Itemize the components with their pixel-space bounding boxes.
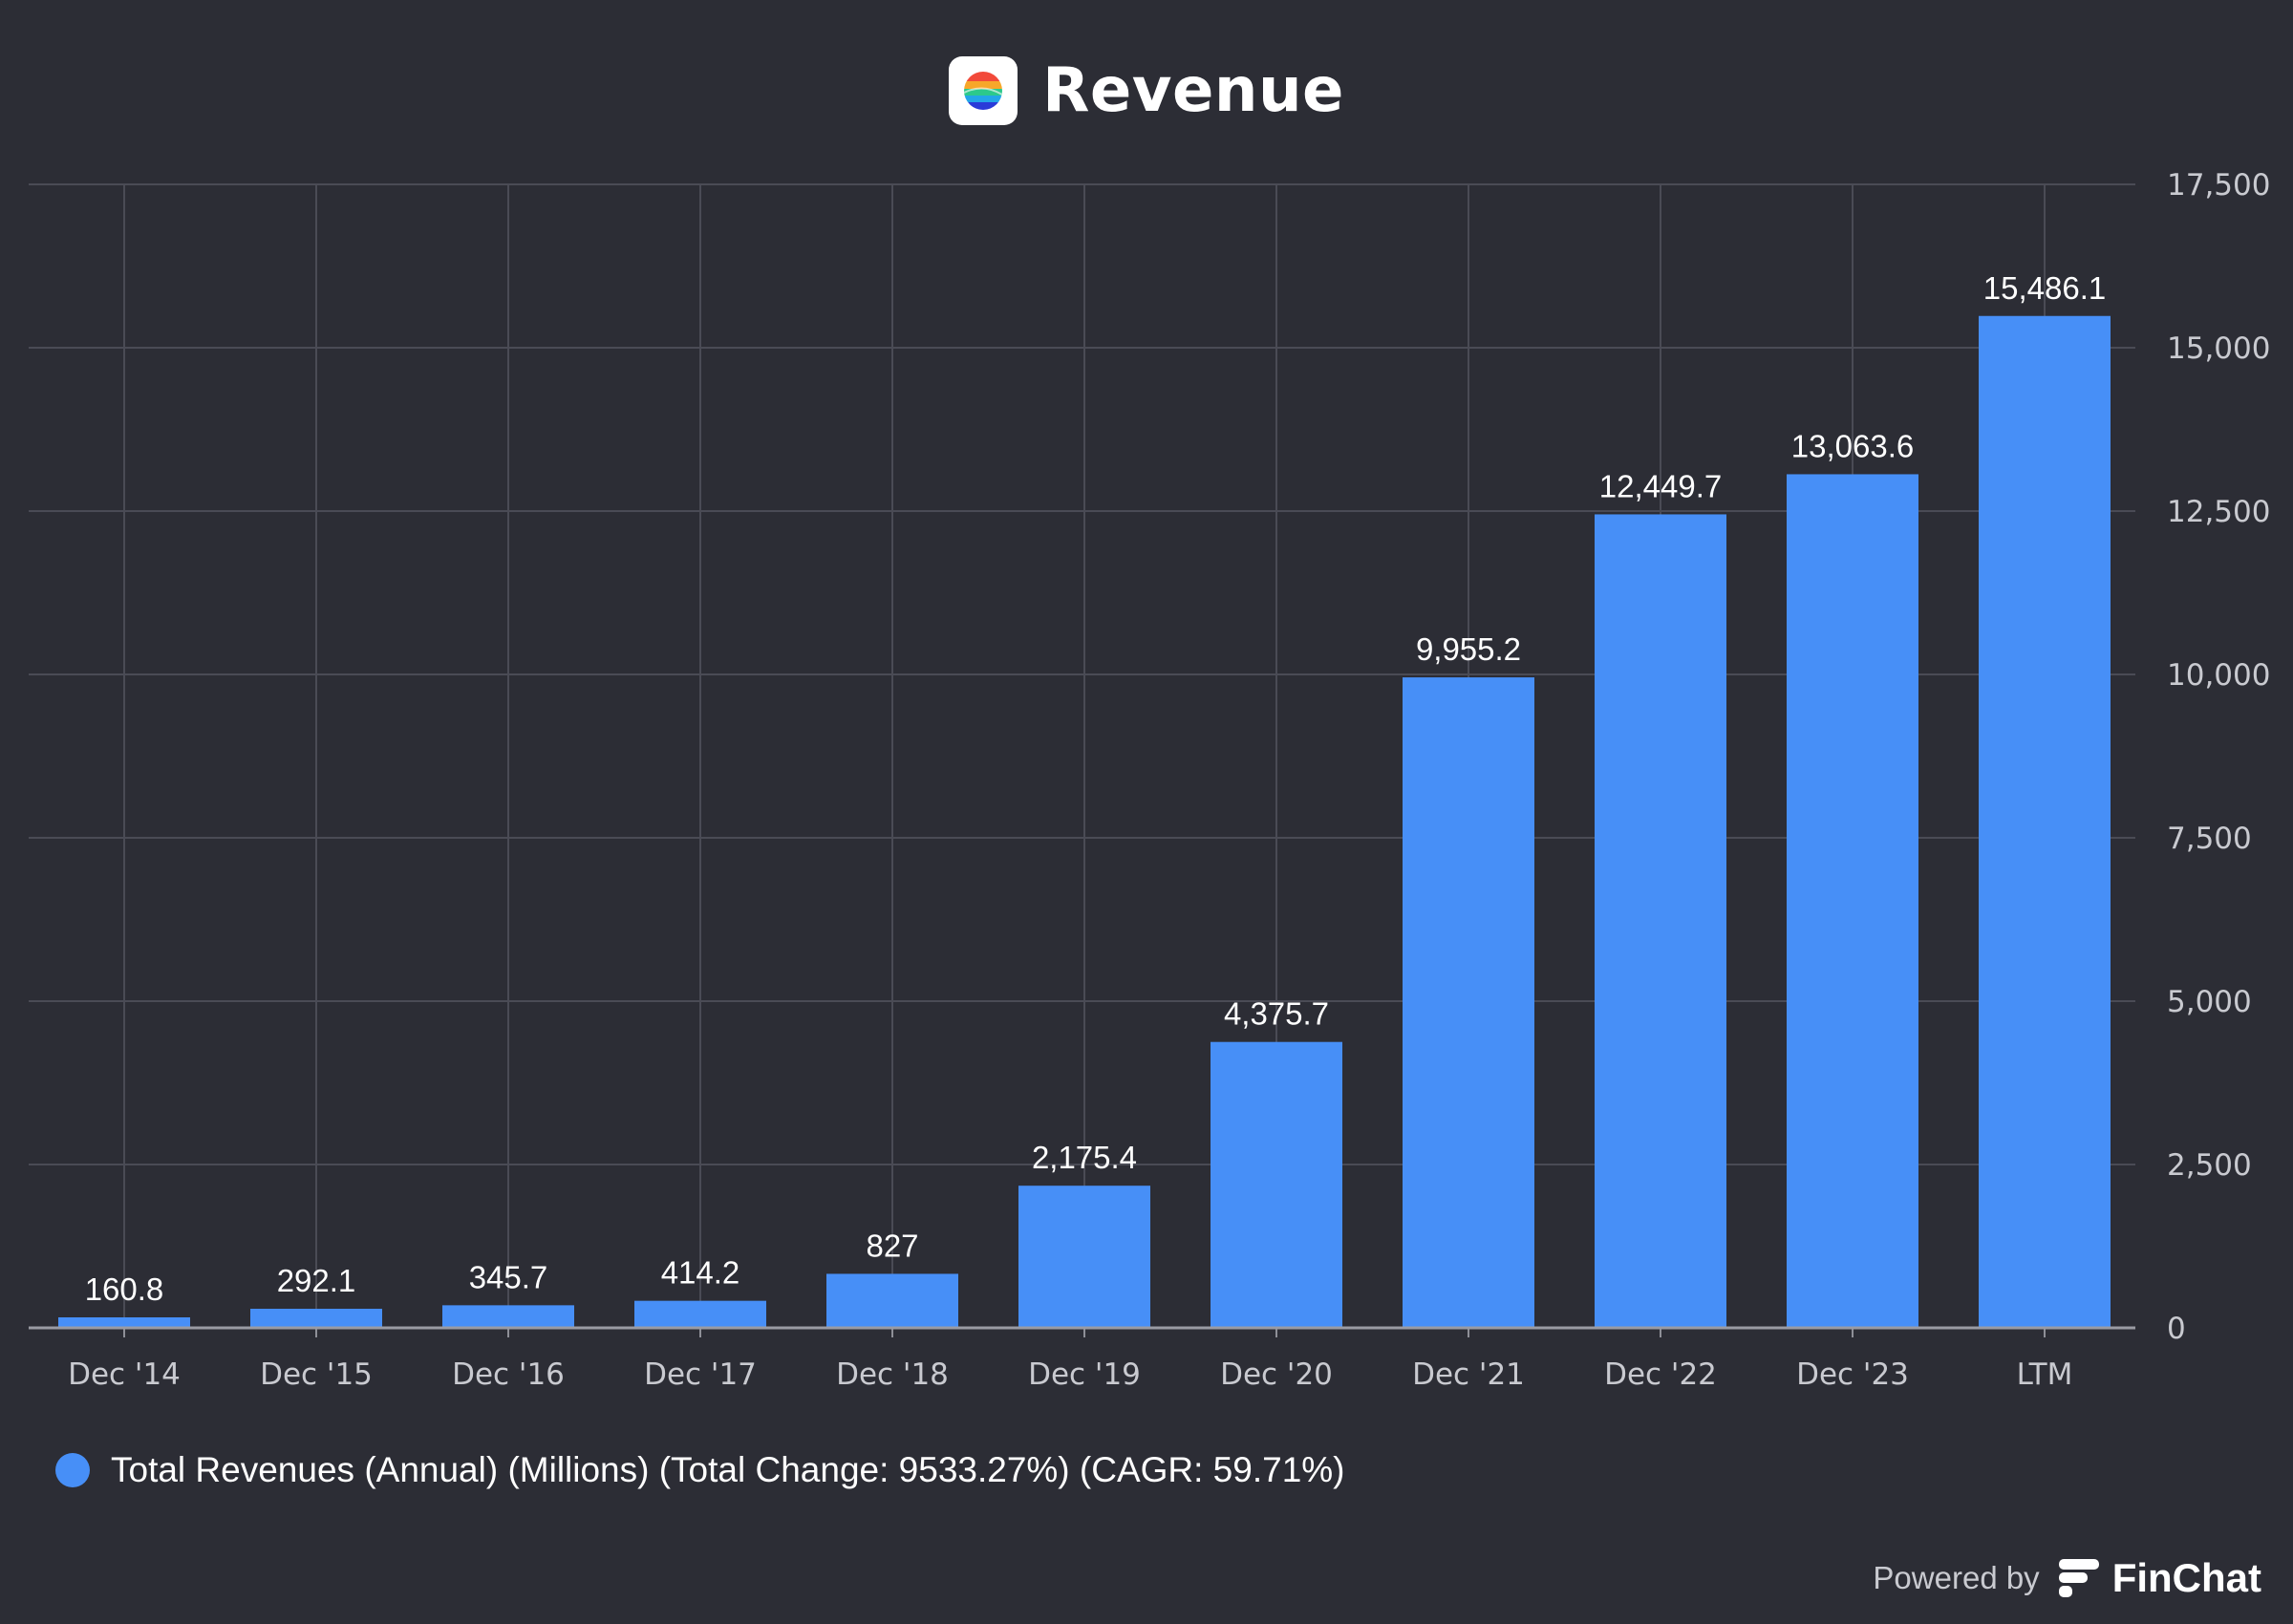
x-tick-label: Dec '23	[1796, 1357, 1909, 1392]
x-tick-label: Dec '19	[1028, 1357, 1141, 1392]
data-label: 9,955.2	[1416, 631, 1521, 667]
data-label: 4,375.7	[1224, 996, 1329, 1032]
y-tick-label: 0	[2167, 1312, 2186, 1346]
bar[interactable]	[826, 1273, 958, 1328]
bar[interactable]	[442, 1305, 574, 1328]
bar[interactable]	[250, 1309, 382, 1328]
y-tick-label: 2,500	[2167, 1148, 2252, 1183]
data-label: 2,175.4	[1032, 1140, 1137, 1175]
data-label: 160.8	[85, 1271, 164, 1307]
data-label: 414.2	[661, 1255, 740, 1291]
data-label: 345.7	[469, 1259, 548, 1294]
data-label: 13,063.6	[1791, 428, 1914, 463]
chart-header: Revenue	[0, 53, 2293, 129]
x-tick-label: Dec '20	[1220, 1357, 1333, 1392]
bar[interactable]	[1595, 514, 1726, 1328]
powered-by-footer[interactable]: Powered by FinChat	[1873, 1551, 2261, 1605]
powered-by-text: Powered by	[1873, 1560, 2040, 1595]
bar[interactable]	[1403, 677, 1534, 1328]
bar[interactable]	[1979, 315, 2111, 1329]
y-tick-label: 10,000	[2167, 658, 2270, 693]
x-tick-label: Dec '14	[68, 1357, 181, 1392]
y-tick-label: 17,500	[2167, 168, 2270, 203]
x-tick-label: Dec '15	[260, 1357, 373, 1392]
x-tick-label: LTM	[2017, 1357, 2073, 1392]
bars	[58, 315, 2111, 1329]
data-label: 827	[866, 1228, 918, 1263]
data-labels: 160.8 292.1 345.7 414.2 827 2,175.4 4,375.7 9,9…	[85, 270, 2107, 1307]
legend[interactable]: Total Revenues (Annual) (Millions) (Tota…	[55, 1448, 1345, 1492]
data-label: 12,449.7	[1599, 468, 1722, 503]
bar[interactable]	[634, 1300, 766, 1328]
y-tick-label: 7,500	[2167, 822, 2252, 856]
finchat-logo-icon	[2058, 1559, 2099, 1597]
finchat-brand: FinChat	[2111, 1555, 2261, 1600]
axes: 0 2,500 5,000 7,500 10,000 12,500 15,000 17,500…	[29, 168, 2270, 1392]
data-label: 15,486.1	[1983, 270, 2106, 306]
revenue-bar-chart: 160.8 292.1 345.7 414.2 827 2,175.4 4,375.7 9,9…	[29, 168, 2270, 1392]
chart-title: Revenue	[1042, 55, 1344, 126]
x-tick-label: Dec '22	[1604, 1357, 1717, 1392]
legend-label: Total Revenues (Annual) (Millions) (Tota…	[111, 1450, 1345, 1489]
bar[interactable]	[1211, 1041, 1342, 1328]
legend-marker	[55, 1453, 90, 1487]
y-tick-label: 15,000	[2167, 331, 2270, 366]
bar[interactable]	[1018, 1186, 1150, 1328]
bar[interactable]	[1787, 474, 1918, 1328]
y-tick-label: 12,500	[2167, 495, 2270, 529]
colorful-globe-icon	[949, 56, 1018, 125]
bar[interactable]	[58, 1317, 190, 1328]
x-tick-label: Dec '17	[644, 1357, 757, 1392]
x-tick-label: Dec '16	[452, 1357, 565, 1392]
data-label: 292.1	[277, 1263, 356, 1298]
y-tick-label: 5,000	[2167, 985, 2252, 1019]
x-tick-label: Dec '18	[836, 1357, 949, 1392]
x-tick-label: Dec '21	[1412, 1357, 1525, 1392]
